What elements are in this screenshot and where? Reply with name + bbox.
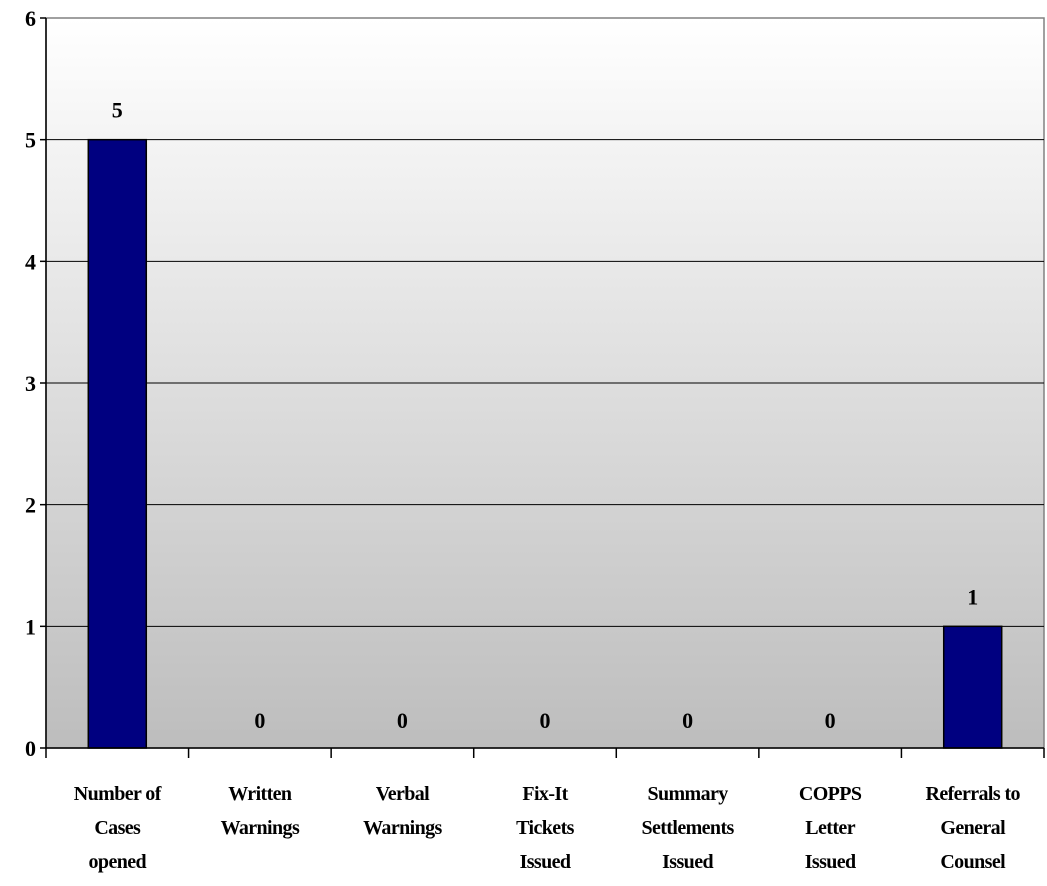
- x-tick-label: Number of Cases opened: [74, 783, 162, 873]
- data-label: 5: [112, 98, 123, 123]
- y-tick-label: 1: [25, 614, 36, 639]
- x-axis-ticks: Number of Cases opened Written Warnings Verba…: [74, 783, 1021, 873]
- y-tick-label: 2: [25, 493, 36, 518]
- y-tick-label: 6: [25, 6, 36, 31]
- y-axis-ticks: 0 1 2 3 4 5 6: [25, 6, 36, 761]
- x-tick-label: Fix-It Tickets Issued: [516, 783, 574, 873]
- axes: [40, 17, 1045, 758]
- data-label: 0: [540, 708, 551, 733]
- y-tick-label: 3: [25, 371, 36, 396]
- data-label: 1: [967, 584, 978, 609]
- x-tick-label: COPPS Letter Issued: [799, 783, 862, 873]
- x-tick-label: Verbal Warnings: [363, 783, 442, 839]
- bar: [87, 138, 148, 749]
- data-label: 0: [825, 708, 836, 733]
- x-tick-label: Summary Settlements Issued: [641, 783, 734, 873]
- data-label: 0: [682, 708, 693, 733]
- data-label: 0: [397, 708, 408, 733]
- y-tick-label: 0: [25, 736, 36, 761]
- data-label: 0: [254, 708, 265, 733]
- bar: [942, 625, 1003, 749]
- x-tick-label: Referrals to General Counsel: [926, 783, 1021, 873]
- gridlines: [46, 139, 1044, 627]
- data-labels: 5 0 0 0 0 0 1: [112, 98, 978, 733]
- y-tick-label: 5: [25, 128, 36, 153]
- x-tick-label: Written Warnings: [221, 783, 300, 839]
- y-tick-label: 4: [25, 249, 36, 274]
